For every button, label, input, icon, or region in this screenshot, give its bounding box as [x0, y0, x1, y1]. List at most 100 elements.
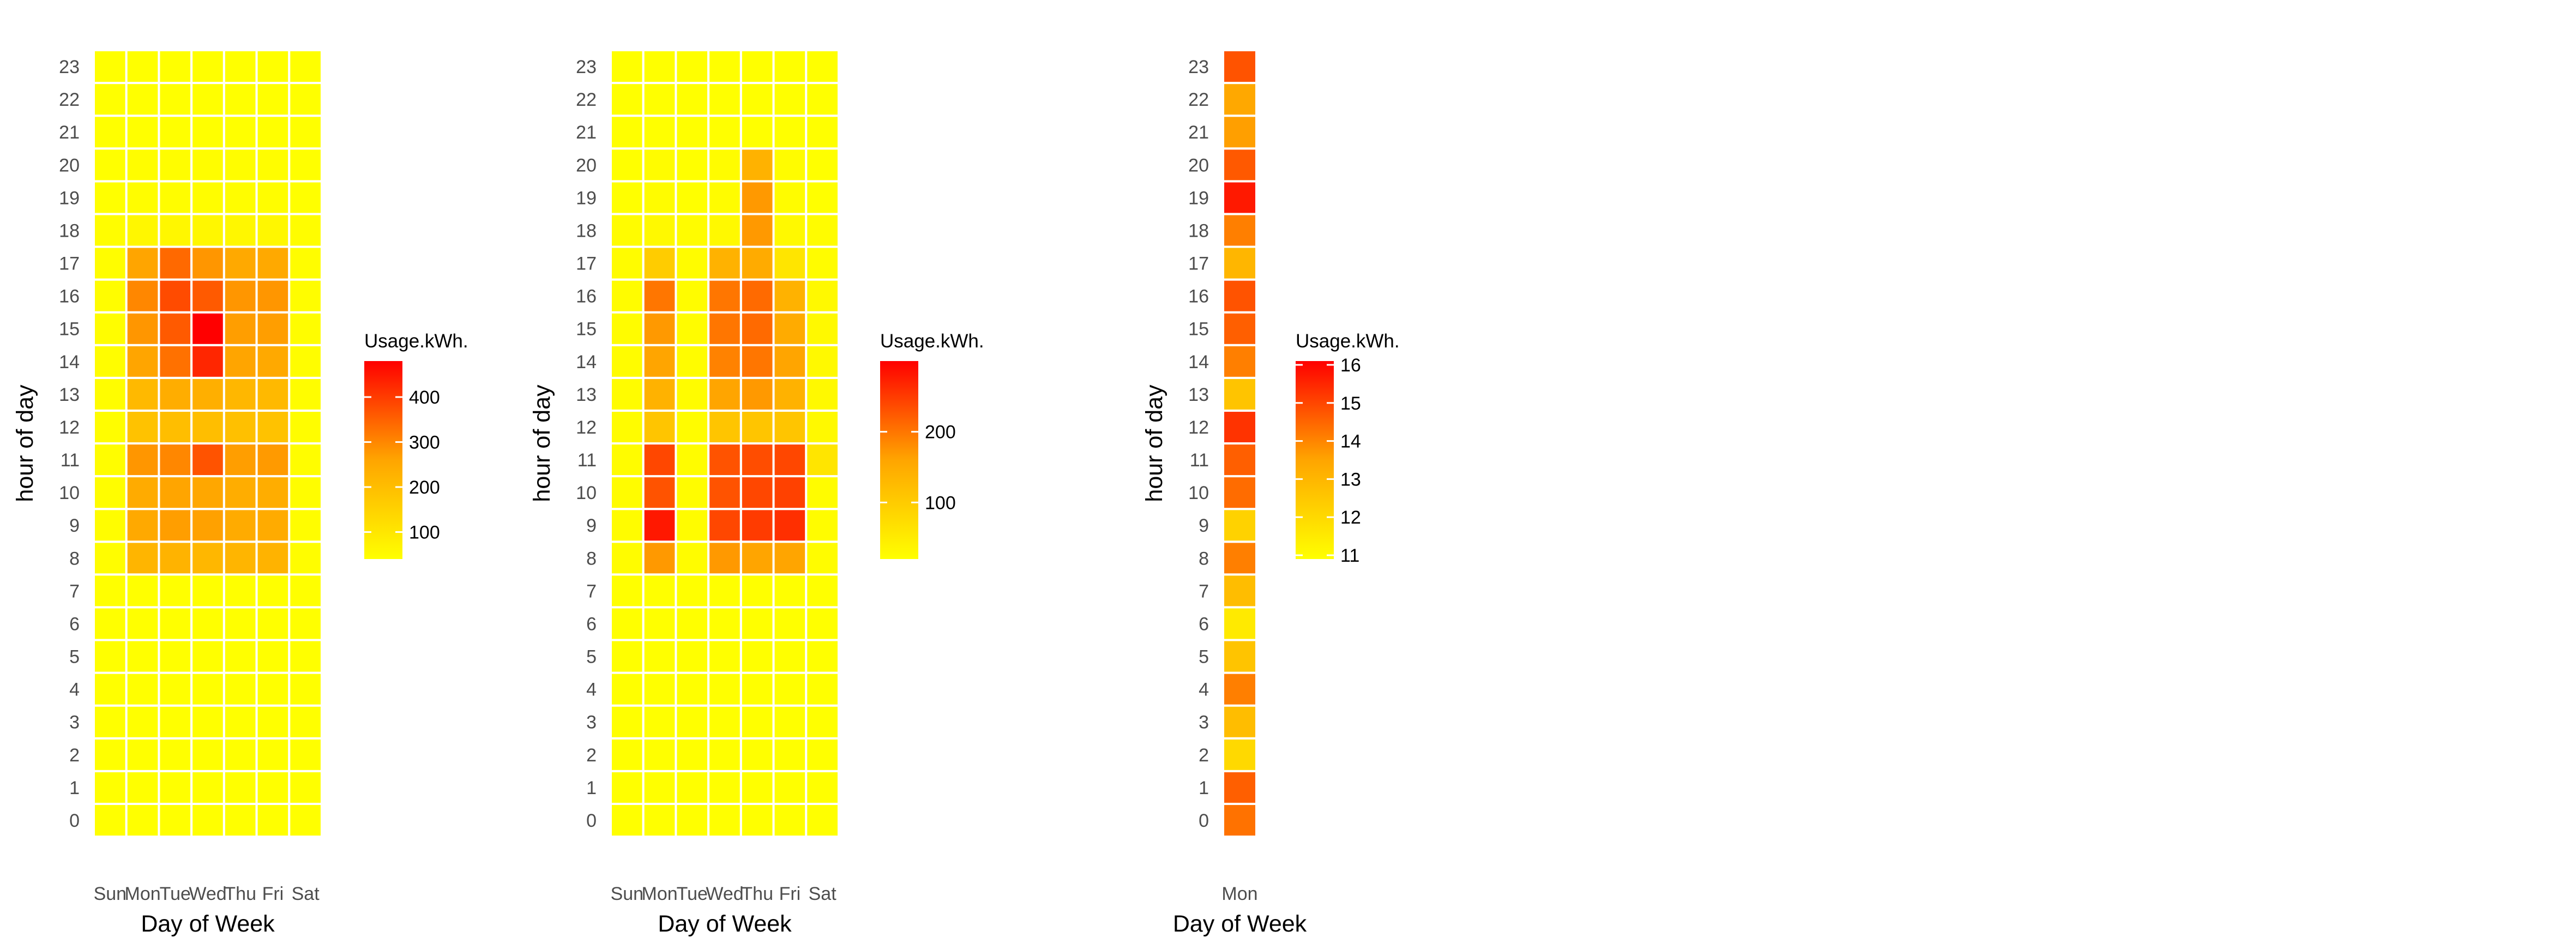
- heatmap-tile: [222, 409, 258, 445]
- x-tick-label: Sun: [94, 884, 127, 904]
- heatmap-tile: [1222, 540, 1257, 576]
- heatmap-tile: [739, 49, 775, 85]
- y-tick-label: 17: [59, 254, 80, 274]
- heatmap-tile: [610, 180, 645, 215]
- heatmap-tile: [642, 147, 677, 183]
- legend: Usage.kWh. 11 12 13 14 15 16: [1296, 331, 1400, 566]
- y-tick-label: 19: [1188, 188, 1209, 208]
- y-tick-label: 18: [59, 220, 80, 241]
- y-tick-label: 19: [59, 188, 80, 208]
- heatmap-tile: [288, 639, 323, 674]
- heatmap-tile: [739, 540, 775, 576]
- heatmap-tile: [772, 180, 808, 215]
- heatmap-tile: [255, 213, 291, 248]
- y-tick-label: 15: [1188, 319, 1209, 340]
- heatmap-tile: [190, 344, 225, 379]
- heatmap-tile: [255, 147, 291, 183]
- y-tick-label: 11: [1190, 450, 1209, 471]
- heatmap-tile: [222, 82, 258, 117]
- y-tick-label: 4: [69, 680, 80, 700]
- heatmap-tile: [1222, 376, 1257, 412]
- heatmap-tile: [125, 180, 160, 215]
- y-tick-label: 4: [586, 680, 597, 700]
- heatmap-tile: [610, 344, 645, 379]
- heatmap-tile: [288, 49, 323, 85]
- heatmap-tile: [93, 639, 128, 674]
- y-tick-label: 16: [576, 286, 597, 307]
- heatmap-tile: [255, 770, 291, 805]
- heatmap-tile: [805, 442, 840, 478]
- heatmap-tile: [93, 49, 128, 85]
- heatmap-tile: [707, 442, 742, 478]
- heatmap-tile: [125, 737, 160, 772]
- heatmap-tile: [125, 508, 160, 543]
- heatmap-tile: [190, 671, 225, 707]
- heatmap-tile: [772, 704, 808, 740]
- heatmap-tile: [288, 115, 323, 150]
- heatmap-tile: [610, 82, 645, 117]
- heatmap-tile: [610, 802, 645, 838]
- heatmap-tile: [1222, 311, 1257, 346]
- heatmap-tile: [805, 82, 840, 117]
- heatmap-tile: [288, 82, 323, 117]
- x-tick-label: Thu: [224, 884, 256, 904]
- heatmap-tile: [158, 344, 193, 379]
- heatmap-tile: [288, 802, 323, 838]
- heatmap-tile: [707, 409, 742, 445]
- heatmap-tile: [222, 704, 258, 740]
- heatmap-tile: [772, 278, 808, 314]
- legend-break-label: 200: [409, 477, 440, 498]
- heatmap-tile: [805, 475, 840, 510]
- x-axis-title: Day of Week: [658, 911, 792, 937]
- heatmap-tile: [707, 475, 742, 510]
- heatmap-tile: [675, 704, 710, 740]
- legend-title: Usage.kWh.: [880, 331, 984, 352]
- heatmap-tile: [125, 278, 160, 314]
- heatmap-tile: [255, 802, 291, 838]
- heatmap-tile: [772, 376, 808, 412]
- heatmap-tile: [288, 508, 323, 543]
- y-tick-label: 9: [1199, 515, 1209, 536]
- heatmap-tile: [125, 540, 160, 576]
- heatmap-tile: [288, 278, 323, 314]
- x-tick-label: Sat: [292, 884, 320, 904]
- heatmap-tile: [675, 639, 710, 674]
- heatmap-tile: [805, 540, 840, 576]
- heatmap-tile: [288, 409, 323, 445]
- heatmap-tile: [739, 639, 775, 674]
- heatmap-tile: [805, 376, 840, 412]
- y-tick-label: 8: [1199, 548, 1209, 569]
- heatmap-tile: [255, 475, 291, 510]
- heatmap-tile: [222, 573, 258, 609]
- heatmap-tile: [255, 639, 291, 674]
- heatmap-tile: [190, 770, 225, 805]
- heatmap-tile: [772, 82, 808, 117]
- heatmap-tile: [772, 245, 808, 281]
- y-tick-label: 0: [69, 810, 80, 831]
- heatmap-tile: [642, 180, 677, 215]
- heatmap-tile: [255, 704, 291, 740]
- legend-title: Usage.kWh.: [1296, 331, 1400, 352]
- heatmap-tile: [707, 573, 742, 609]
- y-tick-label: 16: [1188, 286, 1209, 307]
- y-tick-label: 13: [59, 385, 80, 405]
- heatmap-tile: [675, 770, 710, 805]
- heatmap-tile: [190, 49, 225, 85]
- heatmap-tile: [805, 147, 840, 183]
- heatmap-tile: [158, 639, 193, 674]
- y-tick-label: 22: [576, 89, 597, 110]
- y-axis-title: hour of day: [12, 385, 38, 502]
- heatmap-panel-3: 01234567891011121314151617181920212223Mo…: [1141, 49, 1400, 937]
- y-tick-label: 12: [1188, 417, 1209, 438]
- y-tick-label: 6: [586, 614, 597, 634]
- heatmap-tile: [288, 475, 323, 510]
- legend: Usage.kWh. 100 200: [880, 331, 984, 559]
- heatmap-tile: [222, 213, 258, 248]
- heatmap-tile: [158, 82, 193, 117]
- heatmap-tile: [93, 213, 128, 248]
- heatmap-tile: [610, 376, 645, 412]
- heatmap-tile: [288, 311, 323, 346]
- heatmap-tile: [93, 311, 128, 346]
- y-tick-label: 12: [59, 417, 80, 438]
